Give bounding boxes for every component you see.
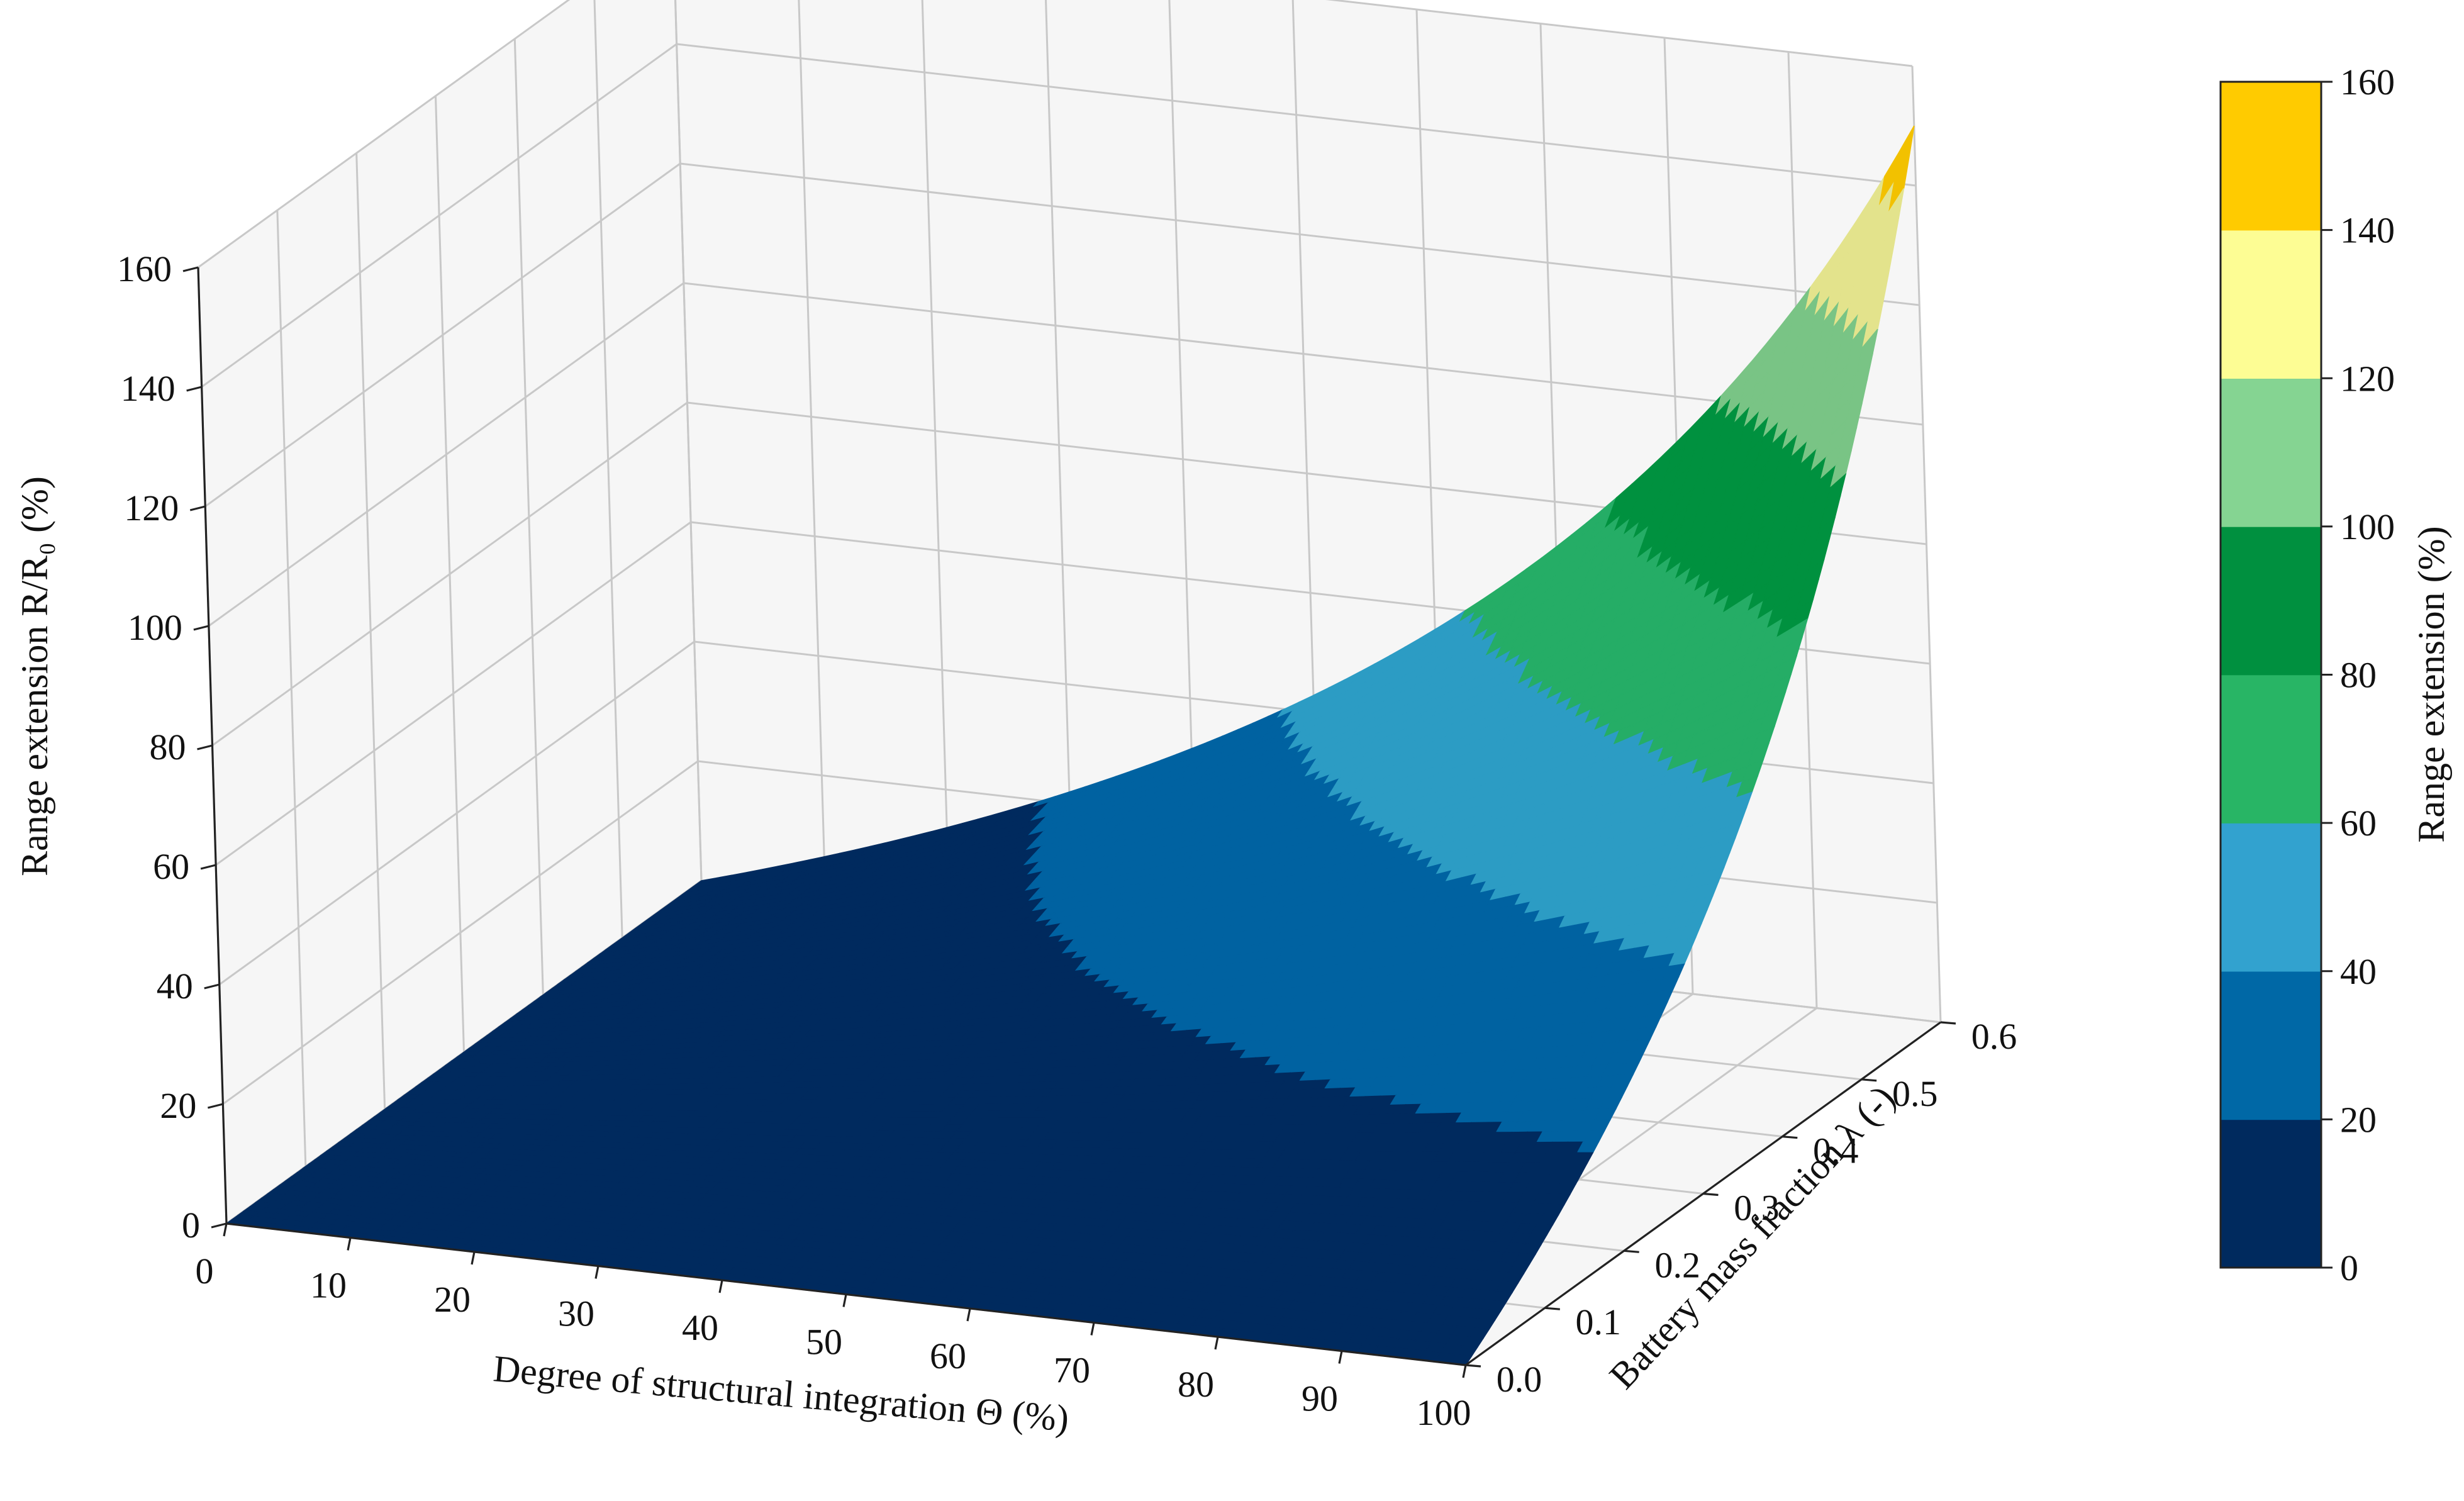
- left-grid-z: [198, 0, 571, 269]
- left-grid-z: [218, 640, 695, 986]
- back-grid-z: [1325, 0, 1913, 67]
- left-grid-z: [208, 282, 684, 627]
- surface-plot: [225, 125, 1915, 1366]
- left-grid-z: [215, 521, 692, 866]
- left-pane: [198, 0, 701, 1224]
- back-grid-z: [680, 162, 1920, 306]
- left-grid-z: [211, 401, 688, 747]
- left-grid-z: [222, 760, 699, 1105]
- back-grid-z: [676, 43, 1916, 187]
- left-grid-z: [204, 162, 681, 508]
- left-grid-z: [201, 43, 677, 388]
